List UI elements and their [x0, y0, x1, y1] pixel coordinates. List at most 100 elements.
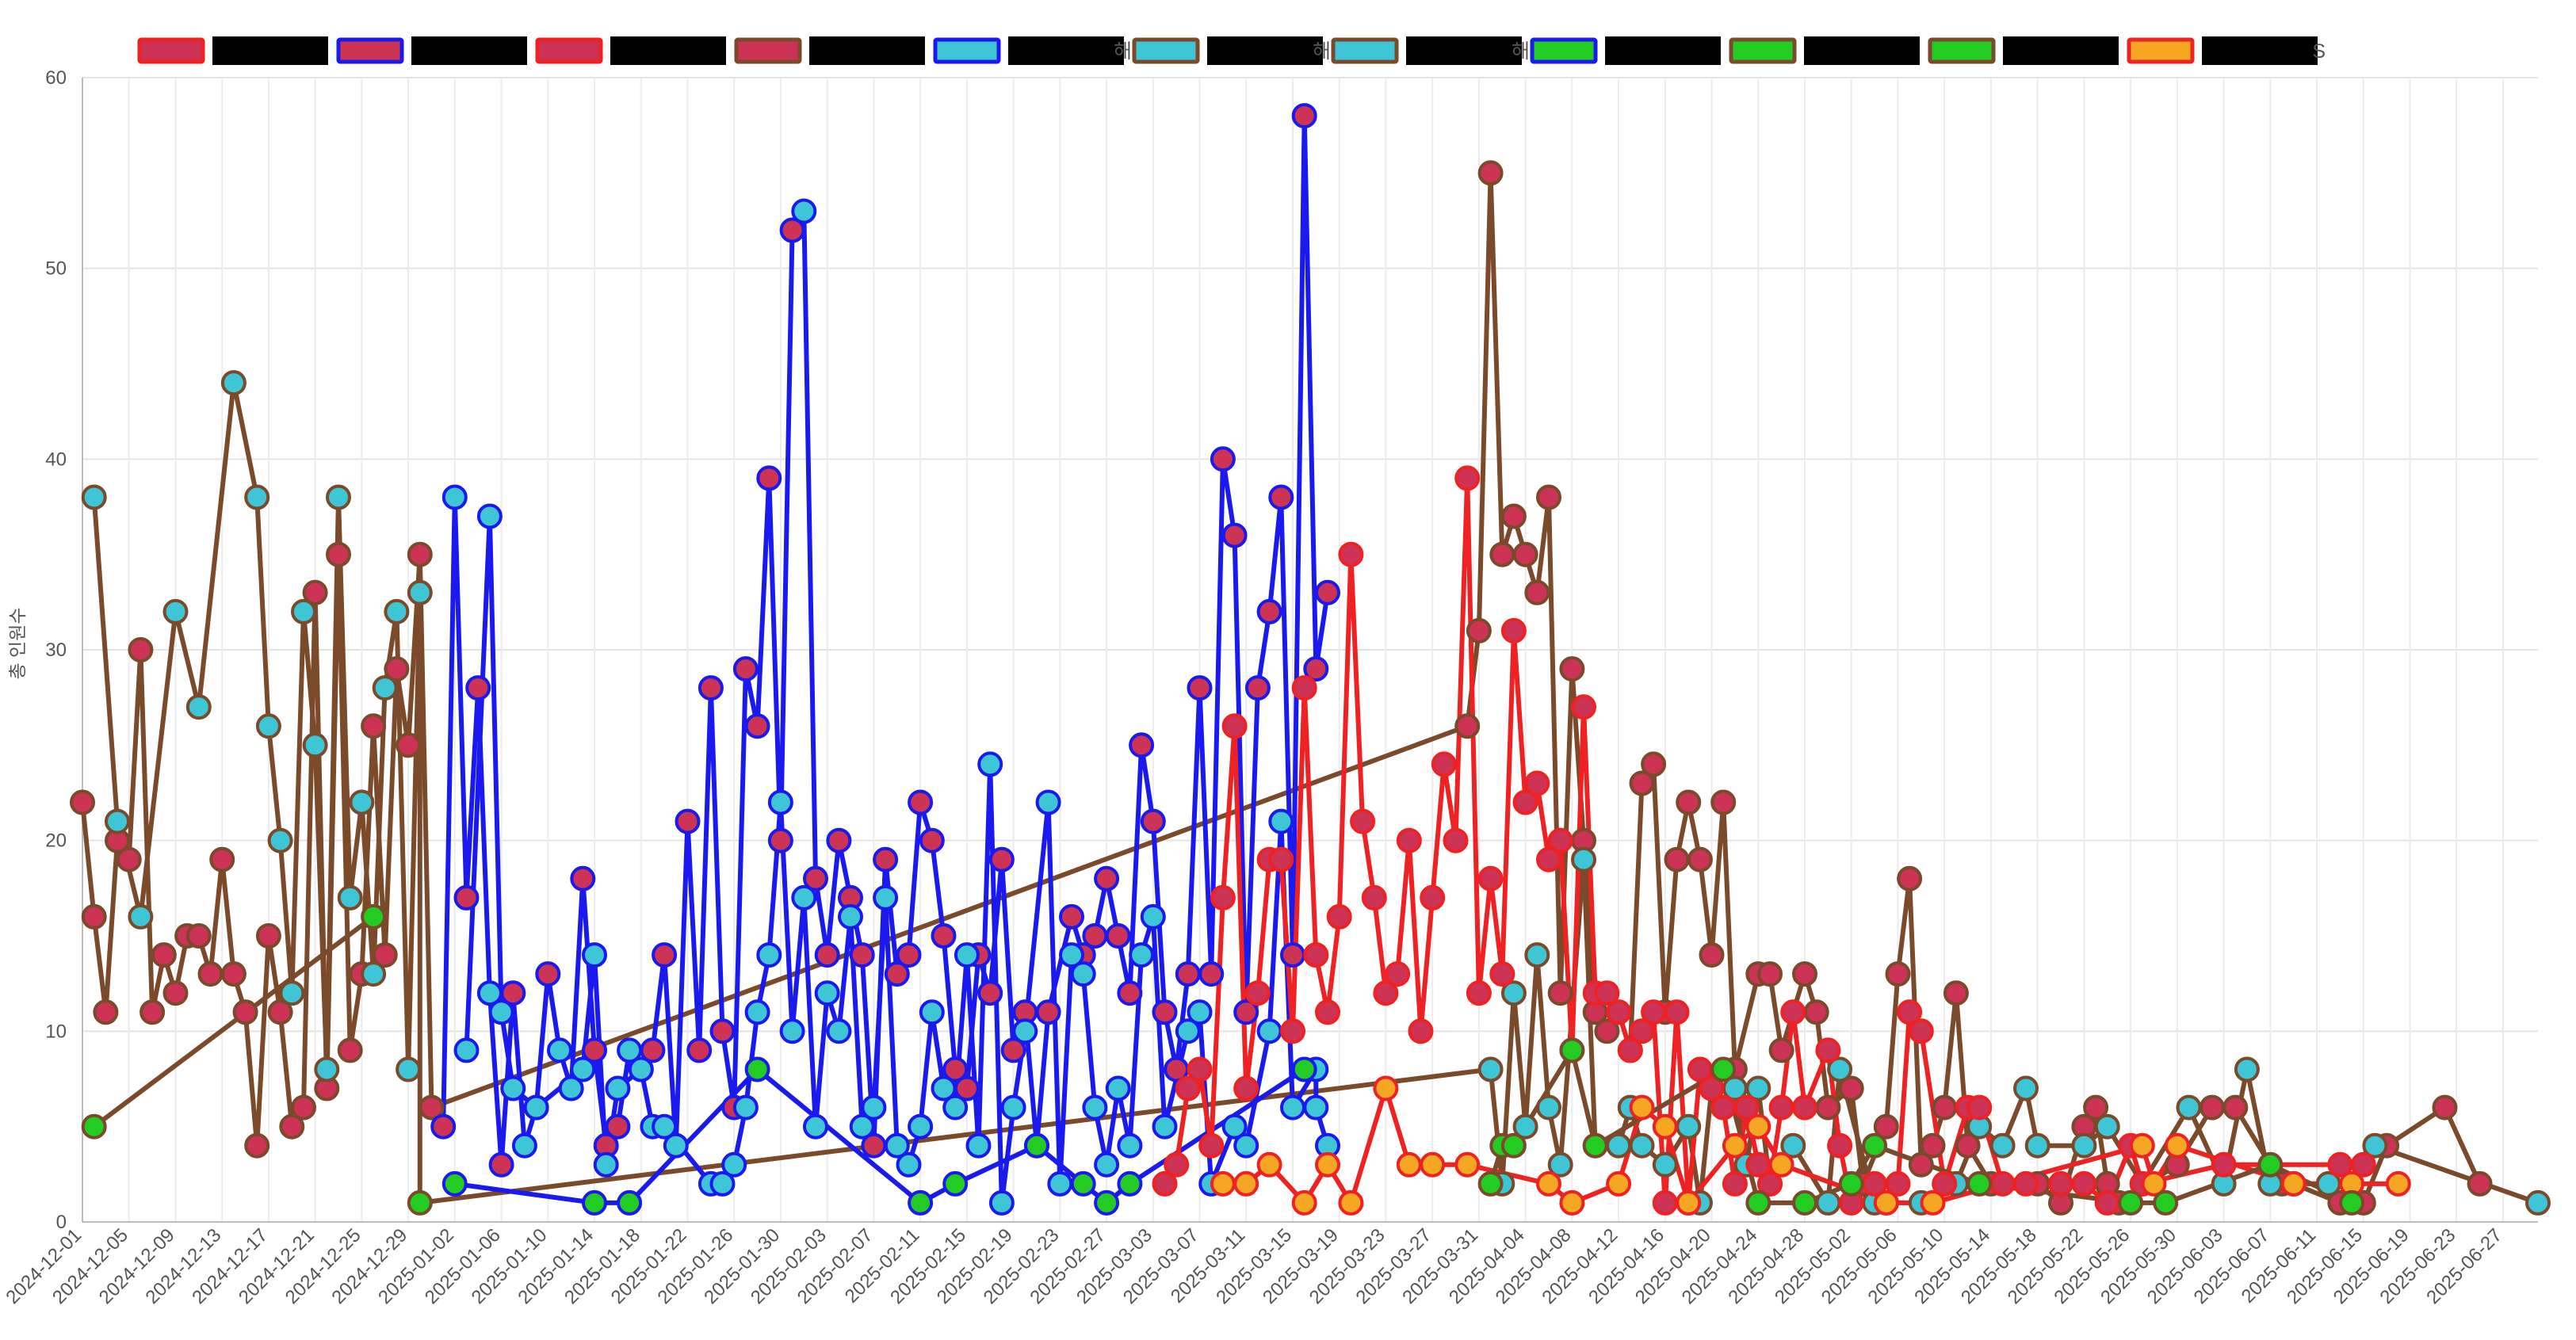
data-point[interactable]: [977, 980, 1003, 1006]
data-point[interactable]: [2525, 1189, 2551, 1216]
legend-swatch[interactable]: [1530, 37, 1598, 64]
data-point[interactable]: [1500, 503, 1527, 529]
data-point[interactable]: [1477, 160, 1504, 186]
data-point[interactable]: [1210, 446, 1236, 472]
data-point[interactable]: [1489, 541, 1515, 567]
data-point[interactable]: [441, 484, 468, 510]
data-point[interactable]: [384, 598, 410, 624]
data-point[interactable]: [1641, 751, 1667, 777]
data-point[interactable]: [1536, 1094, 1561, 1120]
data-point[interactable]: [1280, 942, 1305, 968]
data-point[interactable]: [1768, 1094, 1794, 1120]
data-point[interactable]: [1070, 1170, 1096, 1197]
data-point[interactable]: [1838, 1170, 1864, 1197]
data-point[interactable]: [1710, 1094, 1737, 1120]
data-point[interactable]: [1024, 1132, 1049, 1159]
data-point[interactable]: [326, 541, 351, 567]
data-point[interactable]: [128, 903, 154, 930]
data-point[interactable]: [826, 827, 852, 853]
data-point[interactable]: [1815, 1037, 1841, 1063]
data-point[interactable]: [2385, 1170, 2411, 1197]
data-point[interactable]: [185, 923, 212, 949]
data-point[interactable]: [1617, 1037, 1643, 1063]
data-point[interactable]: [1268, 808, 1294, 834]
data-point[interactable]: [1396, 1151, 1422, 1178]
data-point[interactable]: [2071, 1132, 2097, 1159]
data-point[interactable]: [1989, 1170, 2016, 1197]
data-point[interactable]: [2222, 1094, 2249, 1120]
data-point[interactable]: [605, 1113, 631, 1140]
data-point[interactable]: [919, 827, 945, 853]
legend-swatch[interactable]: [1729, 37, 1797, 64]
data-point[interactable]: [314, 1056, 340, 1082]
data-point[interactable]: [396, 732, 422, 758]
data-point[interactable]: [709, 1018, 736, 1044]
data-point[interactable]: [1594, 1018, 1620, 1044]
data-point[interactable]: [1676, 1113, 1702, 1140]
data-point[interactable]: [1315, 579, 1340, 605]
data-point[interactable]: [1291, 1056, 1317, 1082]
data-point[interactable]: [1315, 999, 1340, 1025]
data-point[interactable]: [1303, 1094, 1329, 1120]
data-point[interactable]: [1676, 1189, 1702, 1216]
data-point[interactable]: [81, 903, 107, 930]
data-point[interactable]: [220, 370, 247, 396]
data-point[interactable]: [873, 846, 899, 872]
data-point[interactable]: [1420, 1151, 1446, 1178]
data-point[interactable]: [105, 808, 130, 834]
data-point[interactable]: [267, 999, 293, 1025]
data-point[interactable]: [209, 846, 235, 872]
data-point[interactable]: [1500, 1132, 1527, 1159]
data-point[interactable]: [988, 846, 1015, 872]
data-point[interactable]: [2083, 1094, 2109, 1120]
data-point[interactable]: [977, 751, 1003, 777]
data-point[interactable]: [291, 598, 316, 624]
data-point[interactable]: [1897, 865, 1923, 891]
data-point[interactable]: [2129, 1132, 2155, 1159]
data-point[interactable]: [1768, 1037, 1794, 1063]
data-point[interactable]: [1908, 1018, 1934, 1044]
data-point[interactable]: [1140, 808, 1166, 834]
data-point[interactable]: [1792, 1189, 1817, 1216]
data-point[interactable]: [1792, 1094, 1817, 1120]
data-point[interactable]: [407, 541, 433, 567]
data-point[interactable]: [1943, 980, 1969, 1006]
data-point[interactable]: [942, 1056, 969, 1082]
data-point[interactable]: [1571, 694, 1596, 720]
data-point[interactable]: [1827, 1056, 1853, 1082]
data-point[interactable]: [1396, 827, 1422, 853]
data-point[interactable]: [441, 1170, 468, 1197]
data-point[interactable]: [1256, 598, 1282, 624]
data-point[interactable]: [2362, 1132, 2388, 1159]
data-point[interactable]: [908, 1189, 934, 1216]
legend-swatch[interactable]: [933, 37, 1001, 64]
data-point[interactable]: [1908, 1151, 1934, 1178]
data-point[interactable]: [326, 484, 351, 510]
data-point[interactable]: [488, 999, 514, 1025]
data-point[interactable]: [361, 713, 387, 739]
data-point[interactable]: [1745, 1189, 1771, 1216]
data-point[interactable]: [93, 999, 119, 1025]
data-point[interactable]: [1722, 1170, 1748, 1197]
data-point[interactable]: [1361, 884, 1387, 911]
data-point[interactable]: [523, 1094, 549, 1120]
data-point[interactable]: [1385, 961, 1411, 987]
data-point[interactable]: [232, 999, 258, 1025]
data-point[interactable]: [2071, 1170, 2097, 1197]
data-point[interactable]: [267, 827, 293, 853]
data-point[interactable]: [1000, 1094, 1026, 1120]
data-point[interactable]: [1873, 1113, 1899, 1140]
data-point[interactable]: [279, 980, 305, 1006]
data-point[interactable]: [803, 1113, 828, 1140]
data-point[interactable]: [1105, 1075, 1131, 1101]
data-point[interactable]: [1129, 942, 1155, 968]
data-point[interactable]: [1187, 1056, 1213, 1082]
data-point[interactable]: [1757, 961, 1783, 987]
data-point[interactable]: [931, 923, 957, 949]
data-point[interactable]: [1035, 999, 1061, 1025]
data-point[interactable]: [1512, 789, 1538, 815]
data-point[interactable]: [1233, 1132, 1259, 1159]
data-point[interactable]: [1500, 980, 1527, 1006]
data-point[interactable]: [1500, 617, 1527, 643]
data-point[interactable]: [628, 1056, 654, 1082]
